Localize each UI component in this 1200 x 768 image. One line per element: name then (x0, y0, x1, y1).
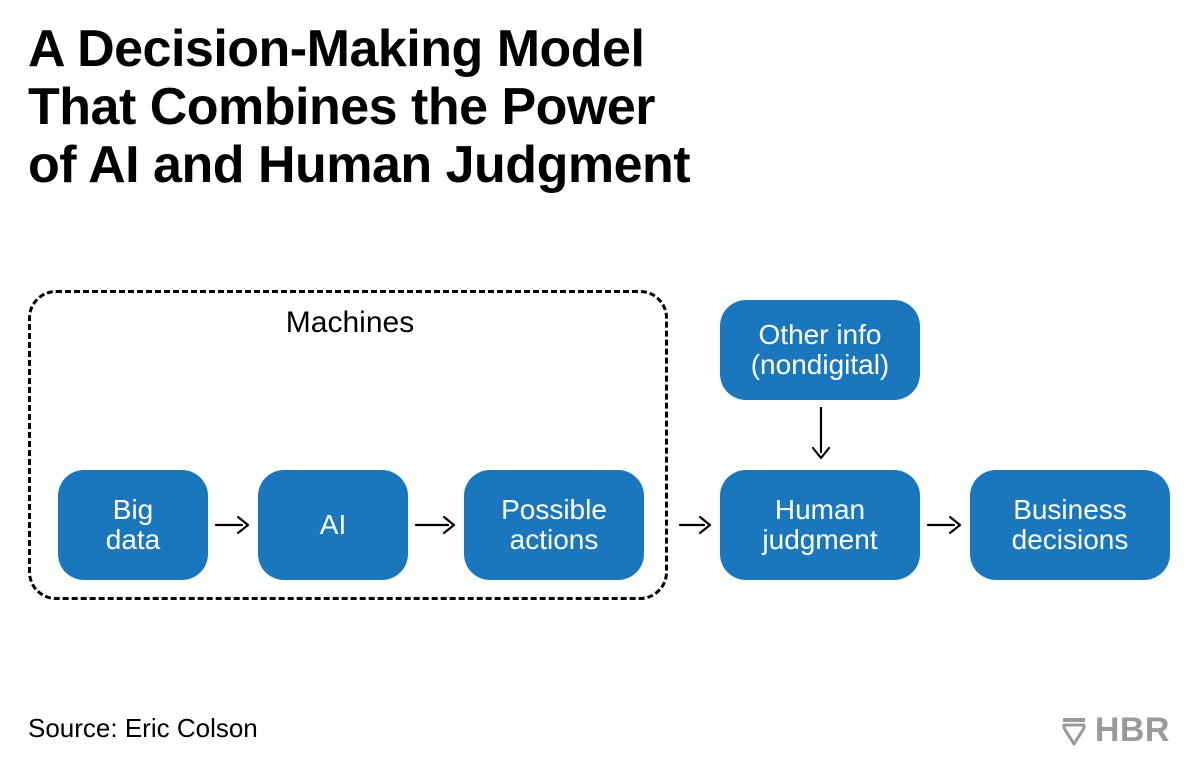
hbr-brand: HBR (1061, 711, 1170, 750)
node-human-judgment-line1: Human (775, 495, 865, 525)
title-line-3: of AI and Human Judgment (28, 136, 690, 194)
node-other-info-line2: (nondigital) (751, 350, 890, 380)
page-title: A Decision-Making Model That Combines th… (28, 20, 690, 195)
title-line-1: A Decision-Making Model (28, 20, 690, 78)
node-human-judgment-line2: judgment (762, 525, 877, 555)
node-business-decisions: Business decisions (970, 470, 1170, 580)
title-line-2: That Combines the Power (28, 78, 690, 136)
node-big-data-line1: Big (113, 495, 153, 525)
hbr-brand-text: HBR (1095, 711, 1170, 750)
node-big-data: Big data (58, 470, 208, 580)
node-possible-actions-line1: Possible (501, 495, 607, 525)
node-big-data-line2: data (106, 525, 161, 555)
arrow-possible_actions-to-human_judgment (678, 512, 714, 538)
arrow-human_judgment-to-business (926, 512, 964, 538)
source-name: Eric Colson (125, 713, 258, 743)
node-possible-actions-line2: actions (510, 525, 599, 555)
source-attribution: Source: Eric Colson (28, 713, 258, 744)
node-other-info: Other info (nondigital) (720, 300, 920, 400)
node-ai: AI (258, 470, 408, 580)
node-business-decisions-line1: Business (1013, 495, 1127, 525)
arrow-other_info-to-human_judgment (808, 406, 834, 462)
node-ai-line1: AI (320, 510, 346, 540)
machines-group-label: Machines (200, 306, 500, 340)
node-business-decisions-line2: decisions (1012, 525, 1129, 555)
source-prefix: Source: (28, 713, 125, 743)
node-other-info-line1: Other info (759, 320, 882, 350)
node-possible-actions: Possible actions (464, 470, 644, 580)
infographic-canvas: A Decision-Making Model That Combines th… (0, 0, 1200, 768)
node-human-judgment: Human judgment (720, 470, 920, 580)
hbr-shield-icon (1061, 716, 1087, 746)
